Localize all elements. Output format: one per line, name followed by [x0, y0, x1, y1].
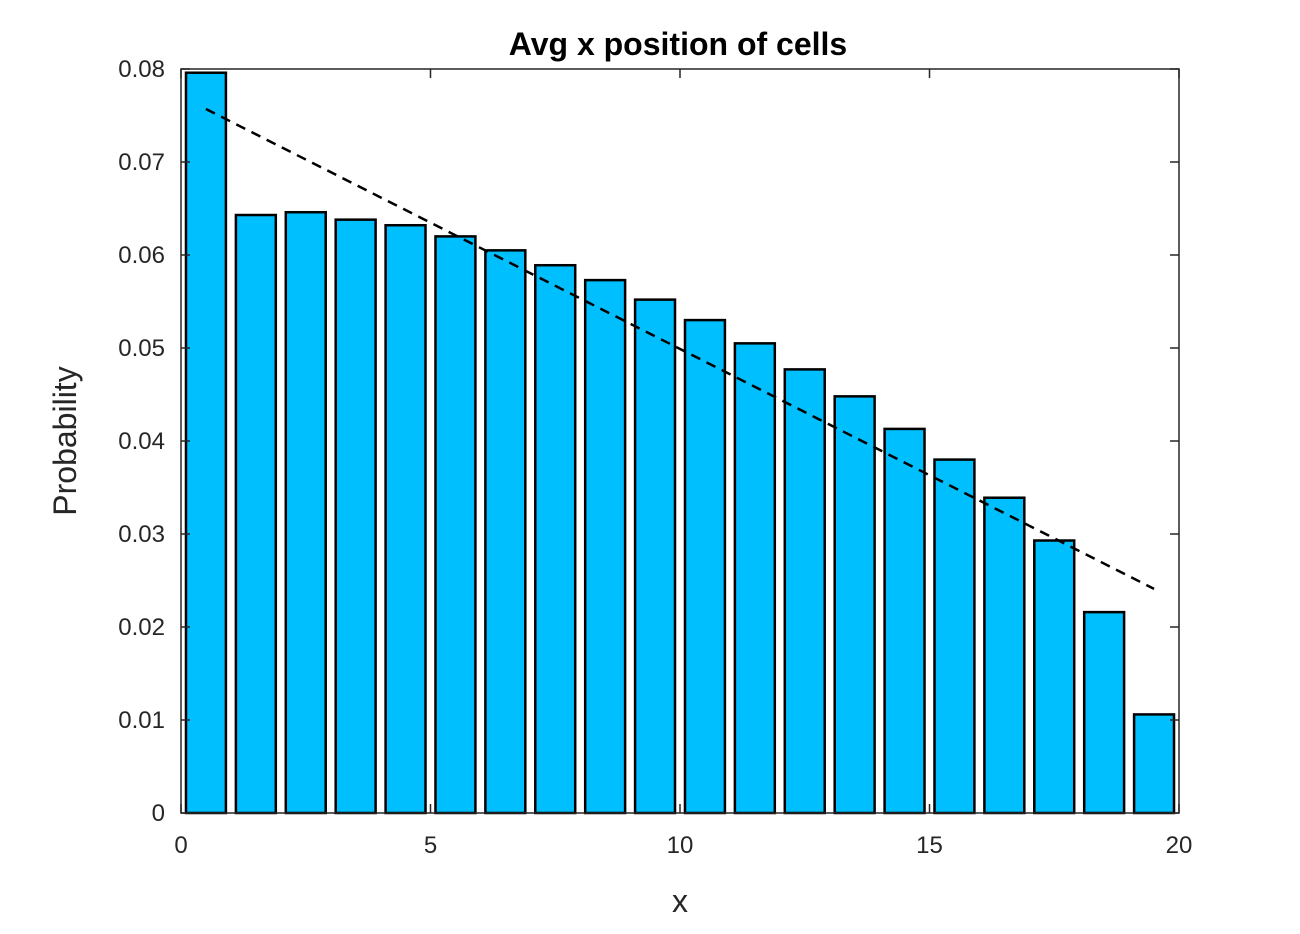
bar	[983, 496, 1026, 815]
bar	[434, 235, 477, 815]
y-tick-label: 0.07	[118, 149, 165, 176]
bar	[1082, 610, 1126, 815]
bar	[833, 395, 876, 815]
fit-line-layer	[205, 107, 1155, 590]
x-axis-label: x	[672, 883, 688, 919]
bar	[633, 298, 677, 815]
bar	[733, 342, 777, 815]
y-tick-label: 0.01	[118, 707, 165, 734]
x-axis-ticks: 0 5 10 15 20	[174, 69, 1192, 859]
x-tick-label: 15	[916, 832, 943, 859]
y-tick-label: 0.03	[118, 521, 165, 548]
x-tick-label: 10	[667, 832, 694, 859]
x-tick-label: 5	[424, 832, 437, 859]
fit-line	[205, 107, 1155, 590]
bar	[184, 71, 228, 815]
x-tick-label: 0	[174, 832, 187, 859]
bar	[933, 458, 976, 815]
bar	[1033, 539, 1076, 815]
bar	[384, 223, 427, 815]
bar	[334, 218, 377, 815]
bar	[1132, 713, 1176, 815]
bar	[284, 210, 327, 815]
y-tick-label: 0.04	[118, 428, 165, 455]
bar	[583, 278, 627, 815]
y-tick-label: 0.02	[118, 614, 165, 641]
y-tick-label: 0.05	[118, 335, 165, 362]
bar	[234, 213, 278, 815]
plot-frame	[180, 68, 1180, 814]
x-tick-label: 20	[1166, 832, 1193, 859]
y-tick-label: 0.06	[118, 242, 165, 269]
y-axis-label: Probability	[47, 366, 83, 515]
bar	[683, 318, 727, 815]
bar	[783, 368, 826, 815]
y-tick-label: 0	[152, 800, 165, 827]
bar	[883, 427, 926, 815]
bar	[534, 263, 577, 815]
y-axis-ticks: 0 0.01 0.02 0.03 0.04 0.05 0.06 0.07 0.08	[118, 56, 1179, 827]
bar	[484, 249, 527, 815]
chart-title: Avg x position of cells	[509, 26, 847, 62]
bars-layer	[184, 71, 1176, 815]
y-tick-label: 0.08	[118, 56, 165, 83]
